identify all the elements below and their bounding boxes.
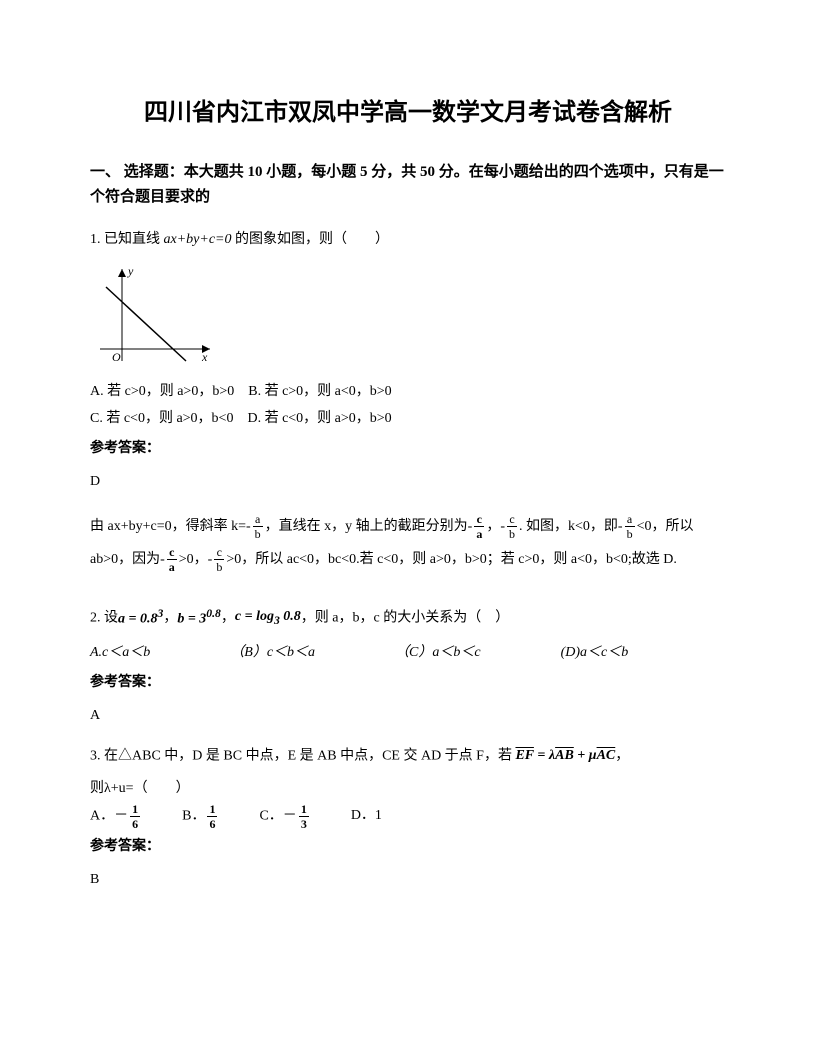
q3-stem-suffix: ， — [615, 749, 629, 764]
q1-optB: B. 若 c>0，则 a<0，b>0 — [248, 384, 391, 399]
q1-answer-label: 参考答案： — [90, 436, 726, 463]
page-title: 四川省内江市双凤中学高一数学文月考试卷含解析 — [90, 90, 726, 136]
q1-sol-p2: ，直线在 x，y 轴上的截距分别为- — [265, 519, 473, 534]
question-2: 2. 设a = 0.83，b = 30.8，c = log3 0.8，则 a，b… — [90, 603, 726, 633]
q1-sol-p6: >0，- — [179, 552, 213, 567]
svg-text:O: O — [112, 350, 121, 364]
frac-cb-2: cb — [214, 546, 224, 573]
svg-text:x: x — [201, 350, 208, 364]
q2-optD: (D)a＜c＜b — [561, 640, 629, 667]
q1-answer: D — [90, 469, 726, 496]
q1-optD: D. 若 c<0，则 a>0，b>0 — [247, 411, 391, 426]
q3-optC-num: 1 — [299, 803, 309, 817]
q2-comma2: ， — [221, 611, 235, 626]
q2-answer-label: 参考答案： — [90, 670, 726, 697]
frac-ca-2: ca — [167, 546, 177, 573]
q3-optA-den: 6 — [130, 817, 140, 830]
section-header: 一、 选择题：本大题共 10 小题，每小题 5 分，共 50 分。在每小题给出的… — [90, 160, 726, 211]
q3-optB-num: 1 — [207, 803, 217, 817]
q3-optC-den: 3 — [299, 817, 309, 830]
q2-b-expr: b = 30.8 — [177, 603, 221, 633]
question-1: 1. 已知直线 ax+by+c=0 的图象如图，则（ ） — [90, 227, 726, 254]
q2-stem-prefix: 2. 设 — [90, 611, 118, 626]
q2-stem-suffix: ，则 a，b，c 的大小关系为（ ） — [301, 611, 509, 626]
question-3: 3. 在△ABC 中，D 是 BC 中点，E 是 AB 中点，CE 交 AD 于… — [90, 743, 726, 770]
q3-stem-prefix: 3. 在△ABC 中，D 是 BC 中点，E 是 AB 中点，CE 交 AD 于… — [90, 749, 515, 764]
q3-optA: A．－16 — [90, 803, 142, 830]
frac-ca: ca — [474, 513, 484, 540]
q2-optA: A.c＜a＜b — [90, 640, 150, 667]
q3-optB: B．16 — [182, 803, 219, 830]
q2-options: A.c＜a＜b （B）c＜b＜a （C）a＜b＜c (D)a＜c＜b — [90, 640, 726, 667]
q3-optC: C．－13 — [259, 803, 310, 830]
q1-stem-prefix: 1. 已知直线 — [90, 232, 164, 247]
q3-optA-num: 1 — [130, 803, 140, 817]
q2-optB: （B）c＜b＜a — [230, 640, 315, 667]
q3-vec-expr: EF = λAB + μAC — [515, 743, 615, 770]
q2-answer: A — [90, 703, 726, 730]
svg-text:y: y — [127, 264, 134, 278]
q1-sol-p7: >0，所以 ac<0，bc<0.若 c<0，则 a>0，b>0；若 c>0，则 … — [226, 552, 677, 567]
q3-optD: D．1 — [351, 803, 382, 830]
frac-ab-2: ab — [625, 513, 635, 540]
q3-optB-den: 6 — [207, 817, 217, 830]
q1-sol-p3: ，- — [486, 519, 505, 534]
q1-stem-suffix: 的图象如图，则（ ） — [231, 232, 389, 247]
q3-answer: B — [90, 867, 726, 894]
frac-cb-1: cb — [507, 513, 517, 540]
q1-graph: O x y — [90, 261, 220, 371]
q1-optC: C. 若 c<0，则 a>0，b<0 — [90, 411, 233, 426]
q1-options-row1: A. 若 c>0，则 a>0，b>0 B. 若 c>0，则 a<0，b>0 — [90, 379, 726, 406]
q2-a-expr: a = 0.83 — [118, 603, 163, 633]
q1-sol-p1: 由 ax+by+c=0，得斜率 k=- — [90, 519, 251, 534]
q1-options-row2: C. 若 c<0，则 a>0，b<0 D. 若 c<0，则 a>0，b>0 — [90, 406, 726, 433]
q2-c-expr: c = log3 0.8 — [235, 604, 301, 632]
q1-equation: ax+by+c=0 — [164, 232, 232, 247]
q3-options: A．－16 B．16 C．－13 D．1 — [90, 803, 726, 830]
q2-optC: （C）a＜b＜c — [395, 640, 481, 667]
q3-answer-label: 参考答案： — [90, 834, 726, 861]
q1-sol-p4: . 如图，k<0，即- — [519, 519, 623, 534]
q1-optA: A. 若 c>0，则 a>0，b>0 — [90, 384, 234, 399]
q1-solution: 由 ax+by+c=0，得斜率 k=-ab，直线在 x，y 轴上的截距分别为-c… — [90, 510, 726, 577]
q2-comma1: ， — [163, 611, 177, 626]
frac-ab-1: ab — [253, 513, 263, 540]
q3-stem-line2: 则λ+u=（ ） — [90, 776, 726, 803]
